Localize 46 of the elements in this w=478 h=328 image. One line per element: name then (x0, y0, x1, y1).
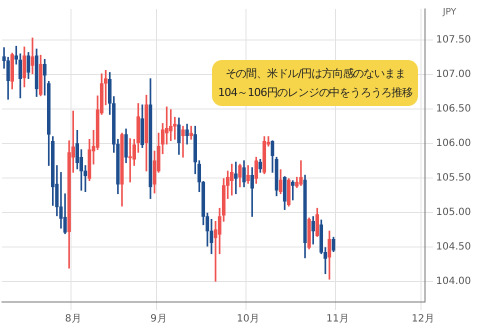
candlestick (290, 180, 295, 200)
y-axis-title: JPY (442, 7, 457, 18)
x-tick-label: 8月 (64, 314, 82, 325)
candlestick (328, 230, 332, 280)
candlestick (148, 78, 152, 199)
y-tick-label: 105.00 (436, 206, 472, 218)
candlestick (258, 158, 262, 173)
x-tick-label: 9月 (150, 314, 167, 325)
candlestick (254, 156, 258, 184)
candlestick (168, 109, 173, 142)
candlestick (26, 52, 30, 79)
candlestick (332, 236, 336, 252)
candlestick (22, 46, 26, 88)
candlestick (299, 160, 303, 186)
candlestick (242, 160, 246, 188)
candlestick (303, 174, 307, 258)
candlestick (177, 118, 181, 155)
x-tick-label: 11月 (326, 314, 349, 325)
candlestick (38, 54, 42, 96)
candlestick (120, 132, 124, 206)
candlestick (34, 48, 38, 97)
x-tick-label: 12月 (412, 314, 434, 325)
candlestick (144, 94, 148, 172)
candlestick (278, 169, 282, 194)
candlestick (234, 162, 238, 194)
candlestick (10, 52, 14, 90)
candlestick (246, 165, 250, 184)
candlestick (307, 218, 311, 250)
y-tick-label: 105.50 (436, 172, 472, 184)
candlestick (67, 140, 71, 269)
candlestick (315, 208, 320, 237)
candlestick (238, 164, 242, 188)
candlestick (30, 38, 34, 74)
y-tick-label: 106.00 (436, 138, 472, 150)
y-tick-label: 107.50 (436, 34, 472, 46)
annotation: その間、米ドル/円は方向感のないまま 104～106円のレンジの中をうろうろ推移 (212, 60, 418, 106)
y-tick-label: 107.00 (436, 69, 472, 80)
candlestick (230, 164, 234, 196)
candlestick (181, 126, 185, 158)
candlestick (286, 178, 291, 206)
x-tick-label: 10月 (236, 314, 260, 325)
y-tick-label: 104.00 (436, 276, 472, 287)
candlestick (262, 136, 266, 174)
candlestick (124, 128, 128, 164)
y-tick-label: 104.50 (436, 241, 472, 252)
y-tick-label: 106.50 (436, 104, 472, 115)
